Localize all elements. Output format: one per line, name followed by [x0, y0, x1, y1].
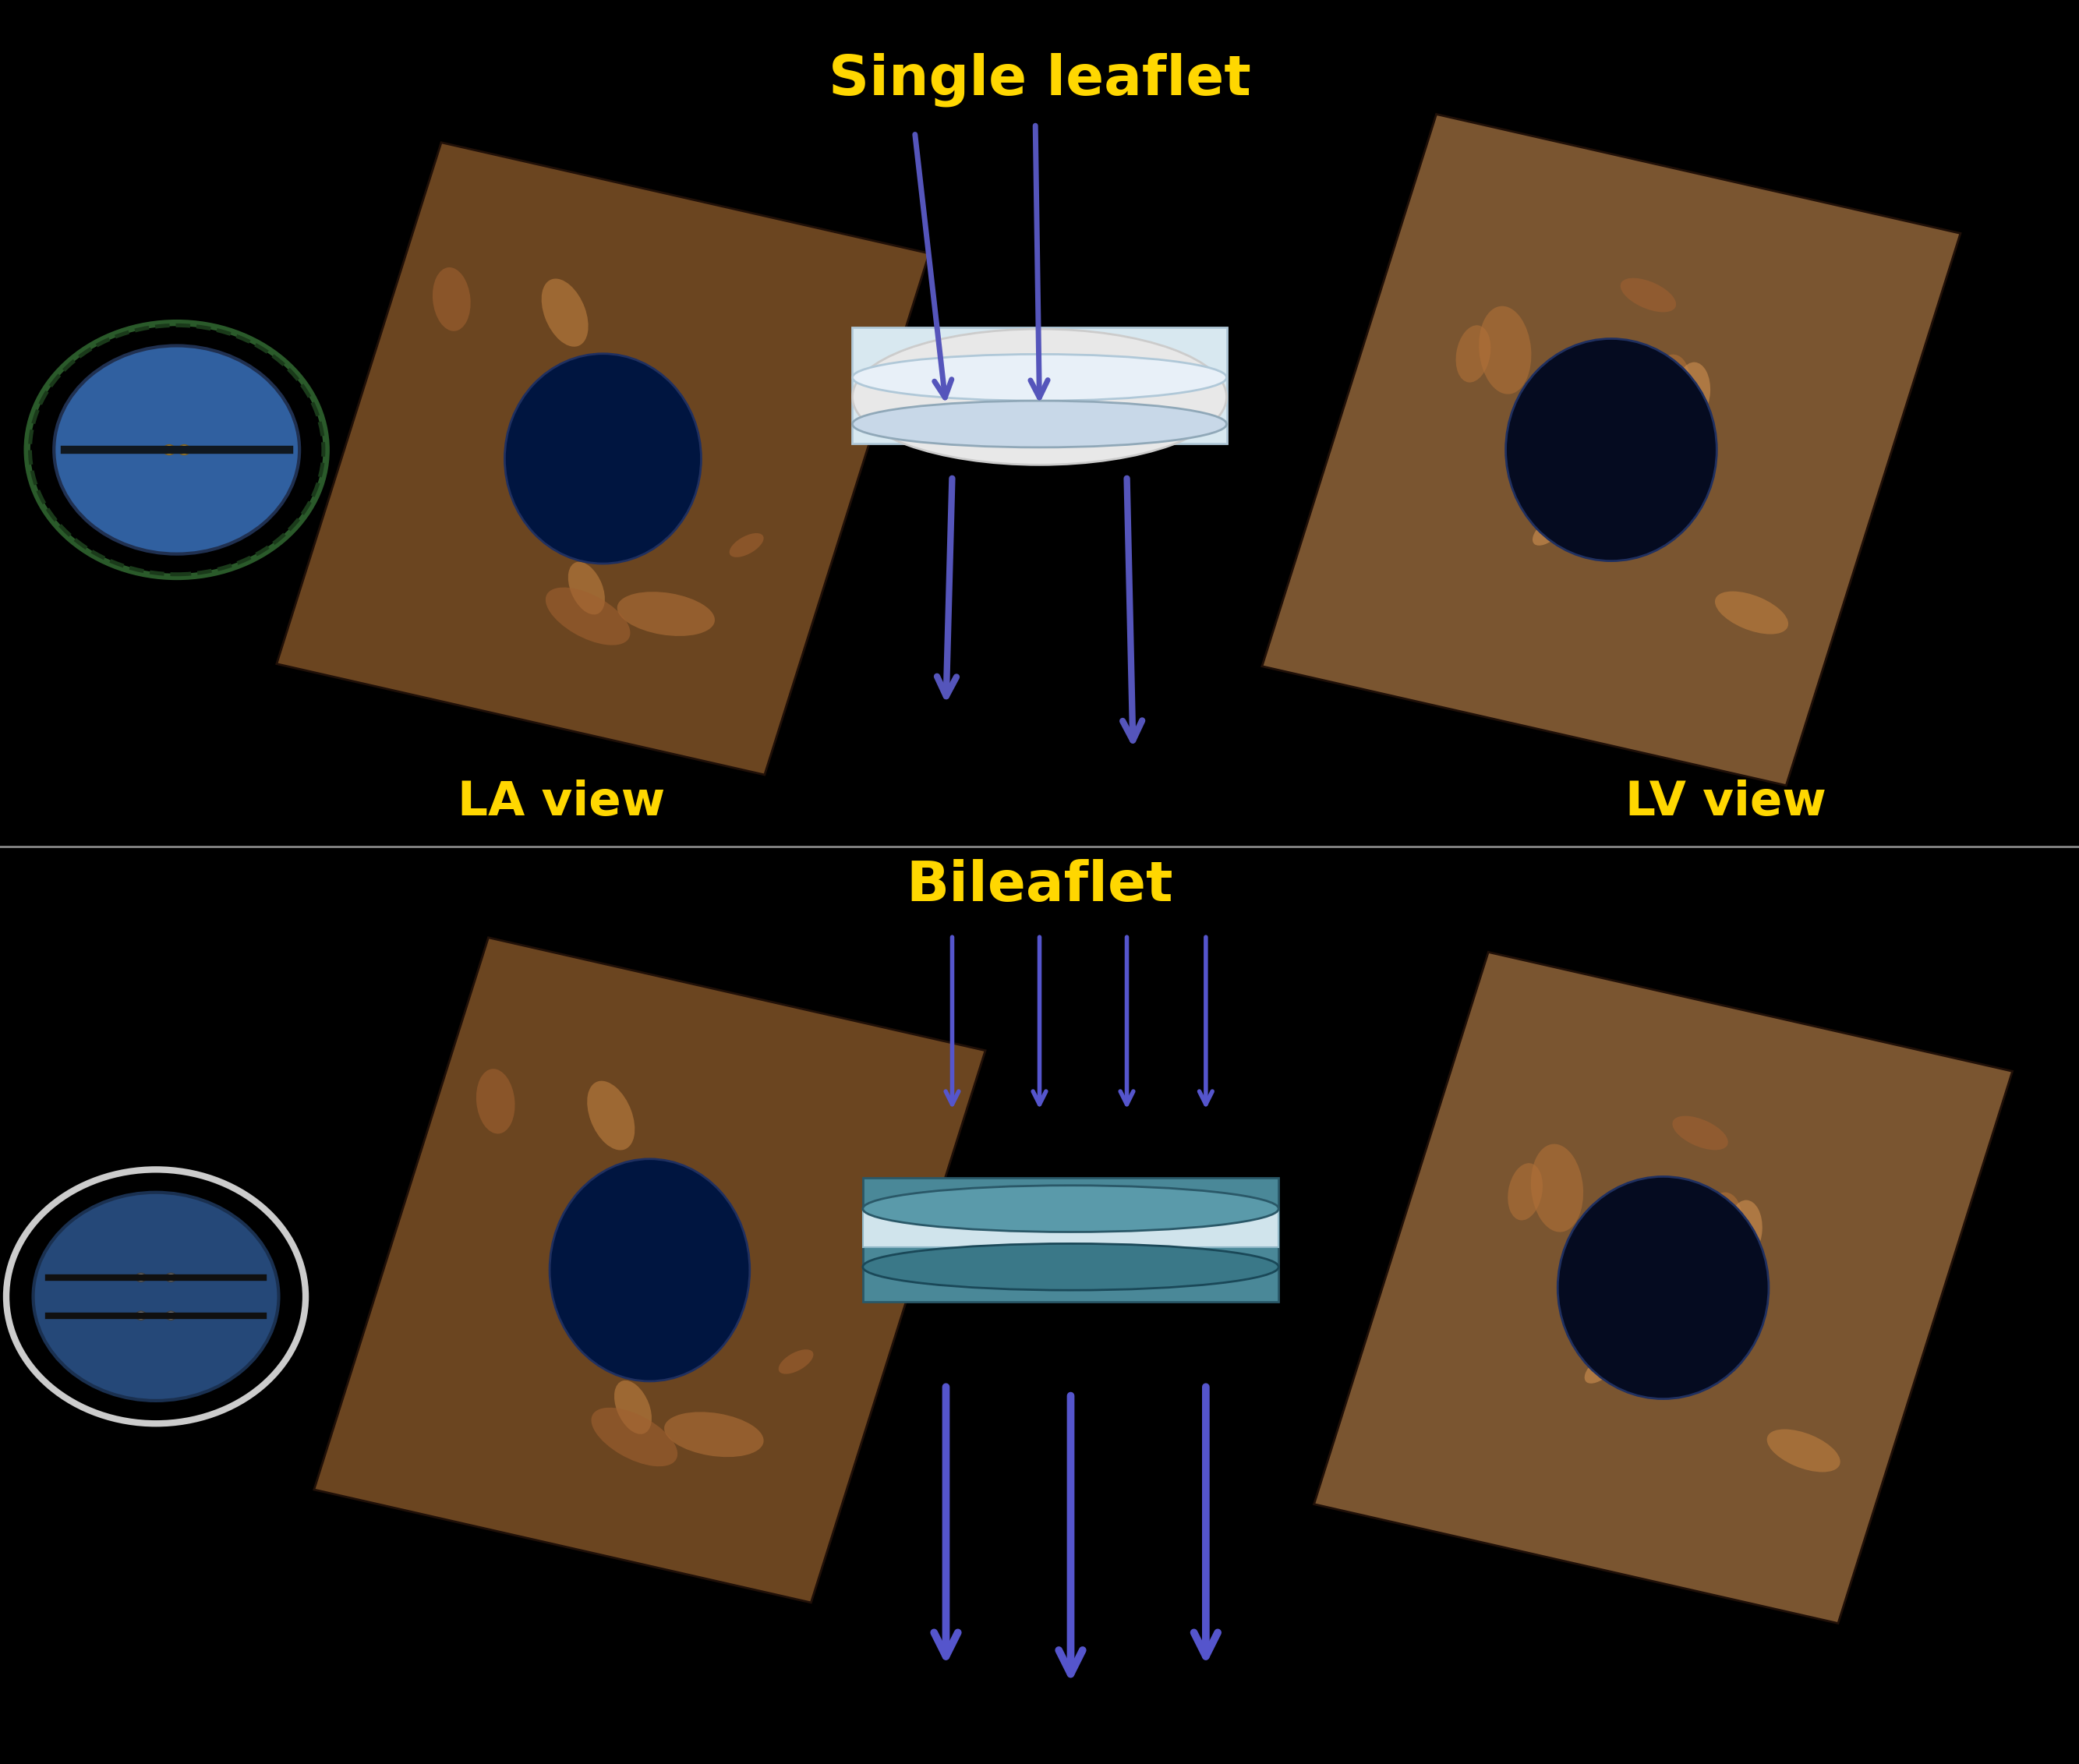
Bar	[863, 1178, 1279, 1302]
Circle shape	[166, 1274, 177, 1282]
Ellipse shape	[778, 1349, 813, 1374]
Ellipse shape	[613, 1381, 651, 1434]
Ellipse shape	[1676, 362, 1711, 422]
Ellipse shape	[1455, 325, 1491, 383]
Ellipse shape	[640, 1224, 667, 1252]
Circle shape	[33, 1192, 279, 1401]
Ellipse shape	[617, 591, 715, 637]
Ellipse shape	[1507, 1162, 1543, 1221]
Text: Single leaflet: Single leaflet	[827, 53, 1252, 106]
Ellipse shape	[545, 510, 620, 543]
Ellipse shape	[663, 1411, 763, 1457]
Ellipse shape	[1728, 1200, 1763, 1259]
Polygon shape	[1314, 953, 2012, 1623]
Polygon shape	[277, 143, 929, 774]
Ellipse shape	[1699, 1192, 1742, 1265]
Text: LA view: LA view	[457, 780, 665, 826]
Ellipse shape	[545, 587, 630, 646]
Ellipse shape	[1767, 1429, 1840, 1473]
Ellipse shape	[1478, 307, 1532, 393]
Ellipse shape	[1672, 1117, 1728, 1150]
Circle shape	[135, 1274, 146, 1282]
Ellipse shape	[541, 279, 588, 348]
Ellipse shape	[590, 1325, 667, 1358]
Ellipse shape	[590, 1408, 678, 1466]
Ellipse shape	[852, 400, 1227, 448]
Ellipse shape	[1530, 1145, 1584, 1231]
Ellipse shape	[1505, 339, 1717, 561]
Circle shape	[166, 1311, 177, 1319]
Polygon shape	[314, 937, 985, 1603]
Ellipse shape	[476, 1069, 516, 1134]
Circle shape	[135, 1311, 146, 1319]
Ellipse shape	[568, 561, 605, 614]
Ellipse shape	[1636, 1187, 1690, 1265]
Ellipse shape	[1647, 355, 1690, 427]
Circle shape	[164, 445, 175, 455]
Ellipse shape	[1557, 1177, 1769, 1399]
Ellipse shape	[1715, 591, 1788, 635]
Ellipse shape	[432, 268, 470, 332]
Ellipse shape	[1584, 1355, 1617, 1383]
Bar	[863, 1208, 1279, 1247]
Circle shape	[179, 445, 189, 455]
Bar	[852, 326, 1227, 443]
Text: LV view: LV view	[1626, 780, 1825, 826]
Polygon shape	[1262, 115, 1960, 785]
Ellipse shape	[852, 328, 1227, 464]
Ellipse shape	[730, 533, 763, 557]
Ellipse shape	[1584, 349, 1638, 427]
Text: Bileaflet: Bileaflet	[906, 859, 1173, 912]
Ellipse shape	[1620, 279, 1676, 312]
Ellipse shape	[852, 355, 1227, 400]
Ellipse shape	[595, 415, 620, 443]
Ellipse shape	[1532, 517, 1565, 545]
Circle shape	[54, 346, 299, 554]
Ellipse shape	[586, 1081, 634, 1150]
Ellipse shape	[863, 1244, 1279, 1289]
Ellipse shape	[549, 1159, 751, 1381]
Ellipse shape	[505, 353, 701, 564]
Ellipse shape	[863, 1185, 1279, 1231]
